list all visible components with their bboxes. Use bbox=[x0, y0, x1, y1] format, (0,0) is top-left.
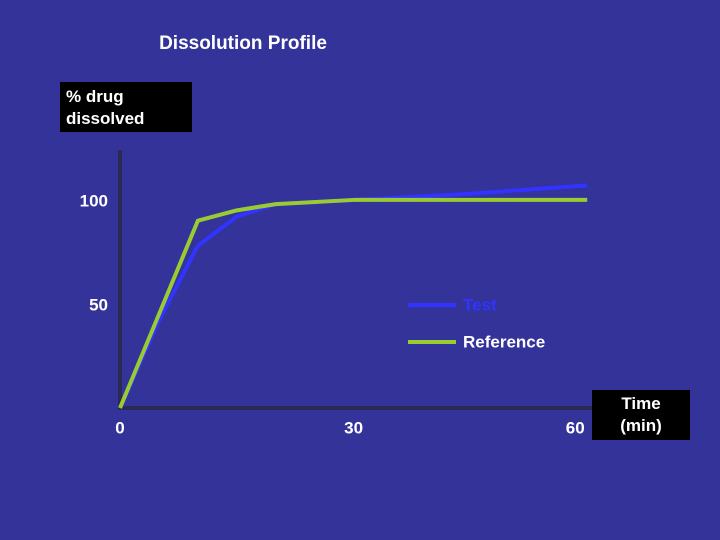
x-tick-label: 0 bbox=[115, 418, 124, 437]
y-tick-label: 100 bbox=[80, 191, 108, 210]
legend-label: Test bbox=[463, 295, 497, 314]
x-tick-label: 30 bbox=[344, 418, 363, 437]
legend-label: Reference bbox=[463, 332, 545, 351]
series-line bbox=[118, 183, 588, 409]
chart-title: Dissolution Profile bbox=[159, 33, 327, 54]
series-line bbox=[118, 197, 588, 409]
y-tick-label: 50 bbox=[89, 295, 108, 314]
x-tick-label: 60 bbox=[566, 418, 585, 437]
x-axis-label: Time (min) bbox=[592, 390, 690, 440]
y-axis-label: % drug dissolved bbox=[60, 82, 192, 132]
